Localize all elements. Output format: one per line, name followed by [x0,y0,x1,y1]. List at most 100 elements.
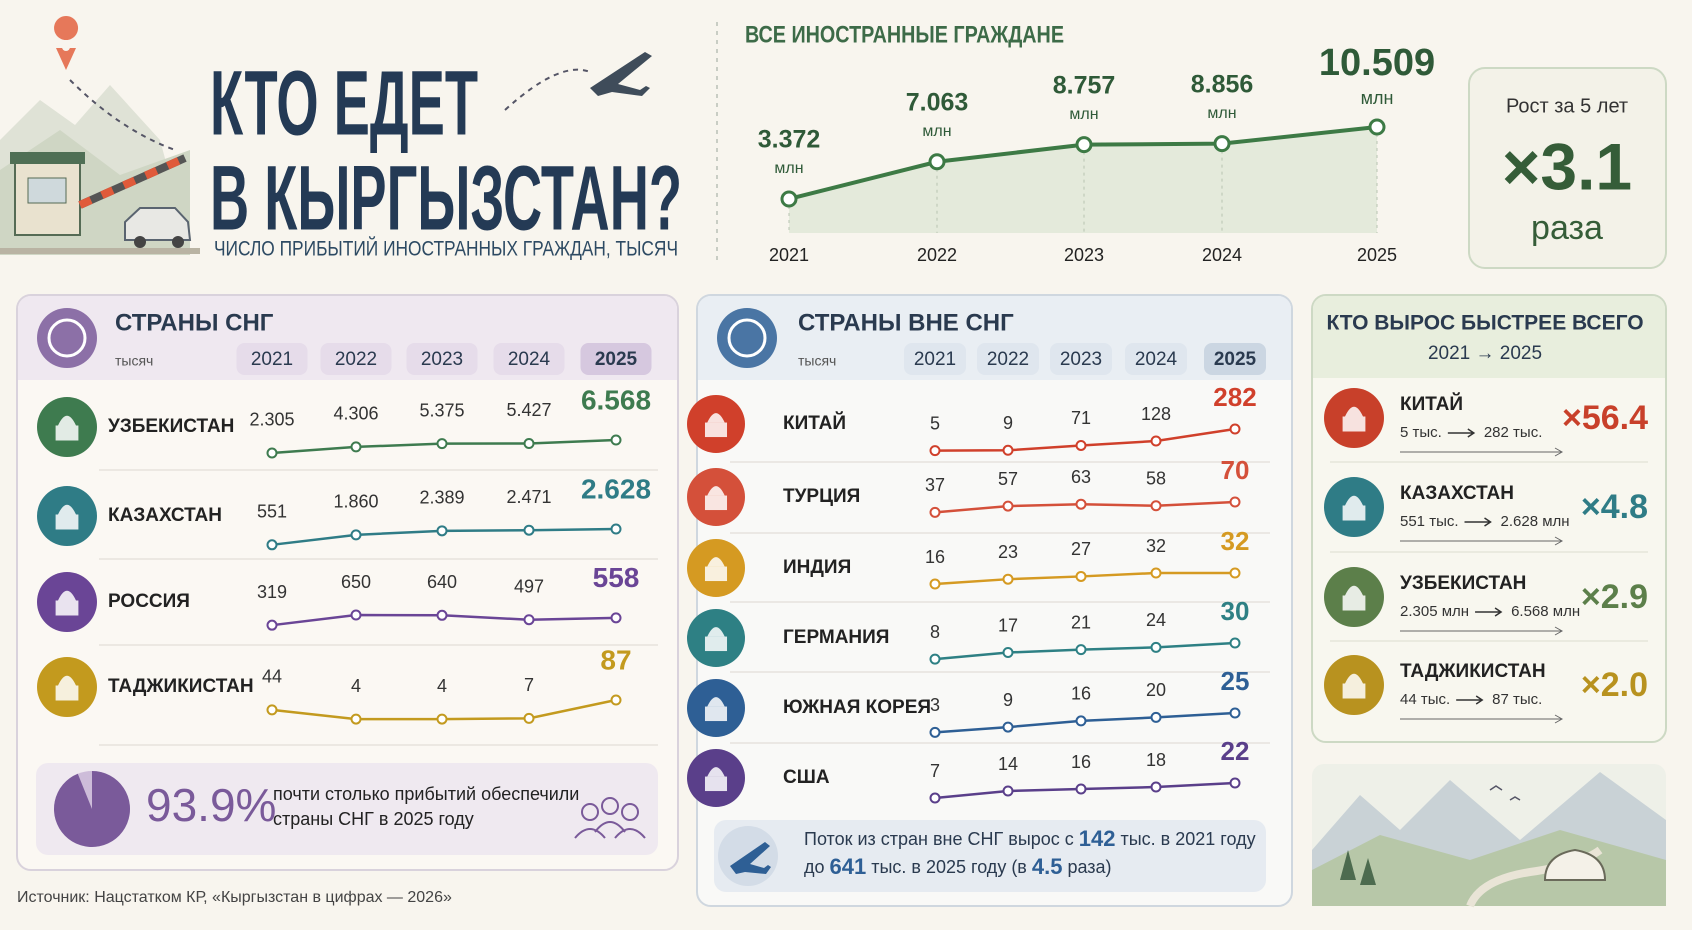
icon-glyph [704,706,728,722]
value-label: 8 [930,622,940,642]
value-label: 6.568 [581,384,651,415]
year-label: 2021 [914,349,956,370]
growth-unit: раза [1531,209,1603,247]
point [436,438,448,450]
title: В КЫРГЫЗСТАН? [210,147,682,249]
growth-value: ×3.1 [1502,129,1632,203]
note-part: тыс. в 2025 году (в [871,857,1027,877]
value-label: 57 [998,469,1018,489]
country-name: ТАДЖИКИСТАН [108,676,254,697]
point [1150,781,1162,793]
icon-glyph [1345,585,1363,596]
country-name: КАЗАХСТАН [108,505,222,526]
item-factor: ×2.0 [1581,666,1648,704]
country-icon [687,679,745,737]
point [1075,644,1087,656]
country-icon [37,657,97,717]
year-pill [1125,343,1187,375]
note-part: тыс. в 2021 году [1121,829,1256,849]
year-label: 2023 [1060,349,1102,370]
item-factor: ×4.8 [1581,488,1648,526]
value-label: 3 [930,695,940,715]
country-icon [37,572,97,632]
growth-box [1468,67,1667,269]
icon-glyph [58,590,76,601]
icon-glyph [1345,495,1363,506]
panel-title: СТРАНЫ СНГ [115,309,274,336]
point [610,694,622,706]
value-label: 8.856 [1191,70,1254,98]
year-pill [406,343,478,375]
point [1213,135,1231,153]
area [789,127,1377,233]
point [1075,136,1093,154]
icon-glyph [704,636,728,652]
point [1002,785,1014,797]
point [928,153,946,171]
value-label: 22 [1221,736,1250,766]
value-label: 21 [1071,612,1091,632]
point [1229,423,1241,435]
value-label: 1.860 [333,492,378,512]
point [436,525,448,537]
item-arrow [1447,428,1476,438]
year-pill [977,343,1039,375]
panel-unit: тысяч [798,353,836,369]
year-pill [1050,343,1112,375]
x-tick-label: 2022 [917,245,957,265]
item-arrow [1464,517,1492,527]
icon-glyph [58,504,76,515]
point [523,712,535,724]
item-to: 87 тыс. [1492,691,1542,708]
value-label: 44 [262,667,282,687]
point [610,434,622,446]
subtitle: ЧИСЛО ПРИБЫТИЙ ИНОСТРАННЫХ ГРАЖДАН, ТЫСЯ… [214,237,678,261]
panel-title: СТРАНЫ ВНЕ СНГ [798,309,1014,336]
value-label: 2.389 [419,488,464,508]
value-label: 551 [257,502,287,522]
note-part: раза) [1067,857,1111,877]
icon-glyph [55,685,79,701]
point [929,653,941,665]
icon-glyph [58,415,76,426]
panel-unit: тысяч [115,353,153,369]
item-to: 2.628 млн [1501,513,1570,530]
note-part: до [804,857,825,877]
value-label: 23 [998,542,1018,562]
country-icon [687,468,745,526]
icon-glyph [1342,595,1366,611]
point [1075,783,1087,795]
value-label: 497 [514,576,544,596]
note-number: 4.5 [1032,854,1063,879]
pie-value: 93.9% [146,779,276,831]
value-label: 5 [930,413,940,433]
value-label: 282 [1213,382,1256,412]
point [1002,444,1014,456]
point [350,713,362,725]
item-underline [1400,626,1564,636]
country-icon [1324,655,1384,715]
value-label: 5.427 [506,400,551,420]
value-label: 14 [998,754,1018,774]
header-icon [37,308,97,368]
pie-caption: страны СНГ в 2025 году [273,809,474,829]
point [350,441,362,453]
country-icon [37,397,97,457]
point [1075,439,1087,451]
value-label: 319 [257,582,287,602]
icon-glyph [1345,406,1363,417]
point [929,792,941,804]
value-label: 7 [524,675,534,695]
item-factor: ×56.4 [1562,399,1648,437]
value-label: 9 [1003,690,1013,710]
year-pill [580,343,652,375]
unit-label: млн [1069,106,1098,123]
country-name: ТУРЦИЯ [783,486,860,507]
icon-glyph [55,425,79,441]
point [1229,707,1241,719]
value-label: 18 [1146,750,1166,770]
value-label: 4.306 [333,404,378,424]
value-label: 58 [1146,469,1166,489]
chart-title: ВСЕ ИНОСТРАННЫЕ ГРАЖДАНЕ [745,21,1064,48]
